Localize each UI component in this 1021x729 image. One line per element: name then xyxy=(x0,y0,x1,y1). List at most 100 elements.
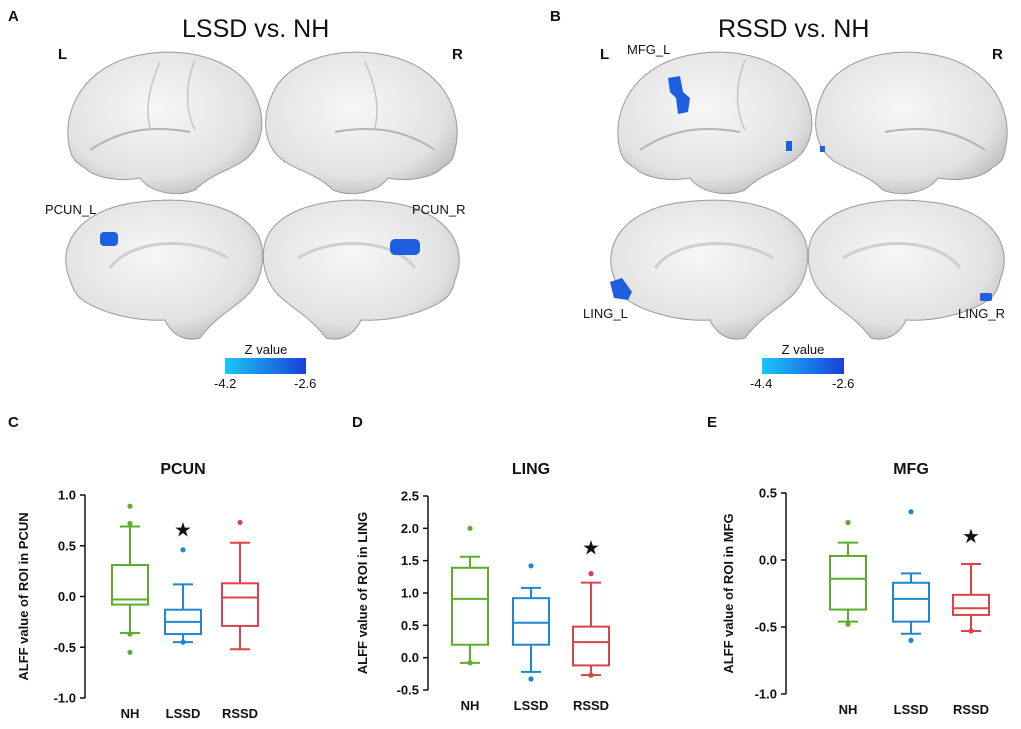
colorbar-b-max: -2.6 xyxy=(832,376,855,391)
roi-label-mfg-l: MFG_L xyxy=(627,42,671,57)
cluster-ling-l xyxy=(610,278,632,300)
roi-label-pcun-l: PCUN_L xyxy=(45,202,97,217)
brain-b-lateral-right xyxy=(815,51,1008,195)
y-tick-label: -0.5 xyxy=(54,640,76,655)
y-tick-label: 0.5 xyxy=(58,538,76,553)
brain-a-medial-right xyxy=(262,199,460,340)
colorbar-b-title: Z value xyxy=(781,342,825,357)
brain-b-medial-left xyxy=(610,199,809,340)
x-tick-label: RSSD xyxy=(953,702,989,717)
y-tick-label: -1.0 xyxy=(54,691,76,706)
outlier-point xyxy=(467,660,473,666)
outlier-point xyxy=(127,631,133,637)
panel-letter-e: E xyxy=(707,414,718,431)
x-tick-label: NH xyxy=(461,698,480,713)
outlier-point xyxy=(180,639,186,645)
outlier-point xyxy=(180,547,186,553)
y-tick-label: -1.0 xyxy=(755,687,777,702)
outlier-point xyxy=(127,520,133,527)
outlier-point xyxy=(588,672,594,678)
significance-star: ★ xyxy=(962,526,980,548)
panel-letter-d: D xyxy=(352,414,363,431)
outlier-point xyxy=(968,628,974,634)
colorbar-b-min: -4.4 xyxy=(750,376,773,391)
outlier-point xyxy=(127,503,133,509)
panel-letter-c: C xyxy=(8,414,19,431)
outlier-point xyxy=(845,621,851,627)
significance-star: ★ xyxy=(582,538,600,560)
y-tick-label: 2.0 xyxy=(401,521,419,536)
panel-a-title: LSSD vs. NH xyxy=(182,15,330,43)
chart-title: LING xyxy=(512,461,550,478)
cluster-b-lateral-left-edge xyxy=(786,141,792,151)
box-lssd xyxy=(892,581,930,623)
chart-title: MFG xyxy=(893,461,929,478)
y-tick-label: -0.5 xyxy=(755,620,777,635)
box-rssd xyxy=(952,593,990,616)
y-tick-label: 1.0 xyxy=(58,488,76,503)
brain-figure xyxy=(65,51,1008,340)
outlier-point xyxy=(528,676,534,682)
roi-label-ling-r: LING_R xyxy=(958,306,1005,321)
chart-e: MFG ALFF value of ROI in MFG 0.5 0.0 -0.5 -1.… xyxy=(721,461,990,717)
panel-letter-a: A xyxy=(8,8,19,25)
x-tick-label: NH xyxy=(121,706,140,721)
x-tick-label: RSSD xyxy=(573,698,609,713)
cluster-ling-r xyxy=(980,293,992,301)
box-nh xyxy=(829,554,867,611)
y-axis-label: ALFF value of ROI in MFG xyxy=(721,513,736,673)
y-tick-label: 0.5 xyxy=(759,486,777,501)
chart-title: PCUN xyxy=(160,461,205,478)
outlier-point xyxy=(528,563,534,569)
brain-a-medial-left xyxy=(65,199,264,340)
y-tick-label: 0.5 xyxy=(401,618,419,633)
x-tick-label: LSSD xyxy=(166,706,201,721)
box-rssd xyxy=(572,625,610,667)
panel-a-left-label: L xyxy=(58,46,68,63)
colorbar-a-max: -2.6 xyxy=(294,376,317,391)
y-tick-label: -0.5 xyxy=(397,683,419,698)
brain-a-lateral-left xyxy=(67,51,263,195)
cluster-pcun-r xyxy=(390,239,420,255)
brain-b-medial-right xyxy=(807,199,1005,340)
box-lssd xyxy=(512,597,550,646)
panel-a-right-label: R xyxy=(452,46,463,63)
x-tick-label: LSSD xyxy=(514,698,549,713)
brain-b-lateral-left xyxy=(617,51,813,195)
box-nh xyxy=(111,564,149,606)
outlier-point xyxy=(588,571,594,577)
outlier-point xyxy=(845,519,851,526)
panel-b-right-label: R xyxy=(992,46,1003,63)
colorbar-a-min: -4.2 xyxy=(214,376,237,391)
colorbar-a-gradient xyxy=(225,358,306,374)
outlier-point xyxy=(908,509,914,515)
outlier-point xyxy=(467,525,473,531)
cluster-mfg-l xyxy=(668,76,690,114)
cluster-pcun-l xyxy=(100,232,118,246)
outlier-point xyxy=(237,519,243,526)
box-nh xyxy=(451,566,489,646)
significance-star: ★ xyxy=(174,520,192,542)
box-rssd xyxy=(221,582,259,627)
outlier-point xyxy=(127,649,133,655)
y-tick-label: 0.0 xyxy=(759,553,777,568)
y-axis-label: ALFF value of ROI in LING xyxy=(355,512,370,675)
x-tick-label: NH xyxy=(839,702,858,717)
colorbar-b-gradient xyxy=(762,358,844,374)
cluster-b-lateral-right-edge xyxy=(820,146,825,152)
y-tick-label: 1.0 xyxy=(401,586,419,601)
y-tick-label: 0.0 xyxy=(401,650,419,665)
y-axis-label: ALFF value of ROI in PCUN xyxy=(16,512,31,680)
brain-a-lateral-right xyxy=(265,51,458,195)
y-tick-label: 2.5 xyxy=(401,489,419,504)
y-tick-label: 0.0 xyxy=(58,589,76,604)
colorbar-a-title: Z value xyxy=(244,342,288,357)
x-tick-label: RSSD xyxy=(222,706,258,721)
outlier-point xyxy=(908,637,914,643)
roi-label-pcun-r: PCUN_R xyxy=(412,202,466,217)
x-tick-label: LSSD xyxy=(894,702,929,717)
panel-letter-b: B xyxy=(550,8,561,25)
panel-b-left-label: L xyxy=(600,46,610,63)
y-tick-label: 1.5 xyxy=(401,553,419,568)
chart-c: PCUN ALFF value of ROI in PCUN 1.0 0.5 0.0 -0… xyxy=(16,461,259,721)
